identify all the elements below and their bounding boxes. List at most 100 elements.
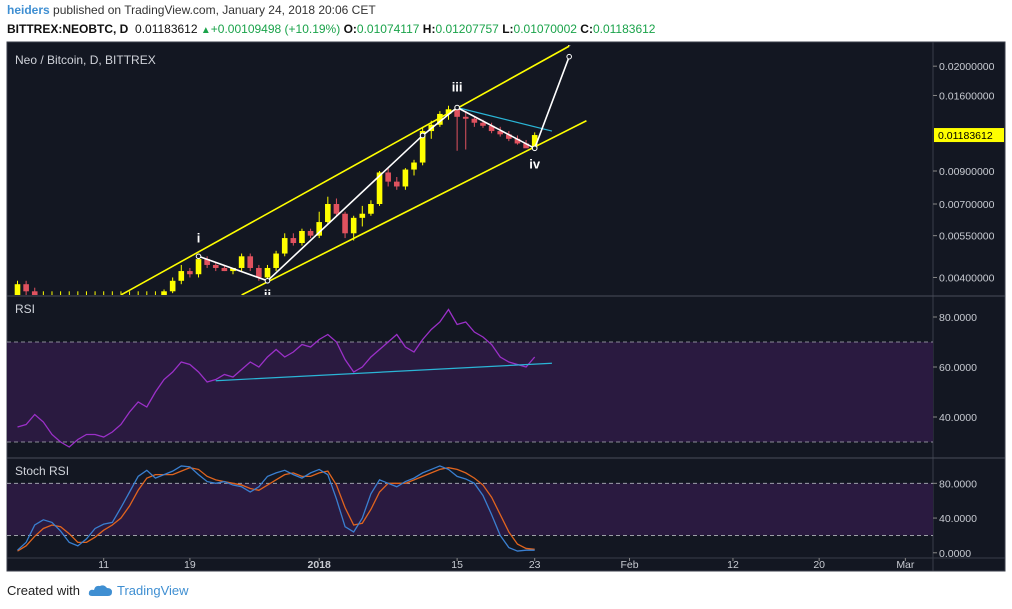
time-tick-label: 2018 bbox=[308, 559, 332, 571]
stoch-k-line bbox=[17, 465, 535, 552]
elliott-wave-label: ii bbox=[264, 287, 271, 302]
stoch-pane bbox=[7, 465, 933, 552]
candle-up bbox=[299, 230, 305, 244]
candle-up bbox=[273, 253, 279, 268]
author-name[interactable]: heiders bbox=[7, 3, 50, 17]
candle-up bbox=[281, 238, 288, 254]
high-value: 0.01207757 bbox=[435, 22, 499, 36]
candle-down bbox=[488, 125, 495, 132]
candle-up bbox=[350, 217, 357, 234]
candle-up bbox=[419, 131, 426, 163]
rsi-line bbox=[17, 308, 536, 448]
candle-down bbox=[290, 238, 297, 244]
candle-down bbox=[506, 134, 512, 139]
change-value: +0.00109498 (+10.19%) bbox=[210, 22, 341, 36]
publish-info: heiders published on TradingView.com, Ja… bbox=[7, 3, 376, 17]
candle-up bbox=[195, 259, 202, 275]
candle-up bbox=[161, 291, 167, 295]
high-label: H: bbox=[422, 22, 436, 36]
rsi-tick-label: 40.0000 bbox=[939, 412, 977, 424]
elliott-wave-label: iv bbox=[529, 156, 541, 171]
candle-up bbox=[402, 169, 409, 187]
symbol-label: BITTREX:NEOBTC, D bbox=[7, 22, 129, 36]
candle-up bbox=[445, 109, 452, 114]
open-value: 0.01074117 bbox=[356, 22, 420, 36]
stoch-tick-label: 80.0000 bbox=[939, 478, 977, 490]
candle-down bbox=[523, 143, 529, 149]
ohlc-bar: BITTREX:NEOBTC, D 0.01183612 ▲+0.0010949… bbox=[7, 22, 655, 36]
rsi-band bbox=[7, 342, 933, 442]
stoch-label: Stoch RSI bbox=[15, 464, 69, 478]
chart-area[interactable]: iiiiiiivvNeo / Bitcoin, D, BITTREX0.0200… bbox=[0, 40, 1012, 578]
rsi-tick-label: 80.0000 bbox=[939, 312, 977, 324]
rsi-trendline bbox=[215, 362, 552, 382]
wave-pivot bbox=[419, 132, 426, 139]
candle-down bbox=[221, 267, 228, 272]
time-tick-label: 19 bbox=[184, 559, 196, 571]
time-tick-label: Mar bbox=[896, 559, 915, 571]
candle-down bbox=[187, 271, 193, 275]
candle-down bbox=[23, 284, 29, 292]
time-tick-label: 11 bbox=[98, 559, 109, 571]
price-tick-label: 0.00400000 bbox=[939, 272, 995, 284]
candle-down bbox=[471, 118, 478, 123]
price-tick-label: 0.00700000 bbox=[939, 199, 995, 211]
candle-down bbox=[393, 181, 400, 187]
candle-down bbox=[256, 267, 262, 278]
candle-down bbox=[212, 264, 219, 268]
candle-up bbox=[316, 222, 322, 236]
time-tick-label: 15 bbox=[451, 559, 463, 571]
candle-down bbox=[31, 291, 38, 295]
time-tick-label: 20 bbox=[813, 559, 825, 571]
footer: Created with TradingView bbox=[7, 583, 189, 598]
candle-down bbox=[204, 259, 210, 265]
stoch-tick-label: 0.0000 bbox=[939, 548, 971, 560]
candle-up bbox=[230, 267, 236, 272]
elliott-wave-path bbox=[198, 56, 570, 282]
low-value: 0.01070002 bbox=[513, 22, 577, 36]
time-tick-label: Feb bbox=[620, 559, 638, 571]
candle-up bbox=[368, 203, 374, 214]
close-label: C: bbox=[580, 22, 593, 36]
price-value: 0.01183612 bbox=[135, 22, 198, 36]
candle-down bbox=[247, 256, 254, 268]
candle-up bbox=[325, 203, 331, 223]
candle-up bbox=[437, 113, 443, 125]
price-tick-label: 0.01600000 bbox=[939, 90, 995, 102]
rsi-tick-label: 60.0000 bbox=[939, 362, 977, 374]
elliott-wave-label: iii bbox=[452, 79, 463, 94]
candle-down bbox=[333, 203, 340, 214]
candle-down bbox=[514, 138, 521, 144]
tradingview-link[interactable]: TradingView bbox=[117, 583, 189, 598]
low-label: L: bbox=[502, 22, 514, 36]
published-text: published on TradingView.com, January 24… bbox=[53, 3, 376, 17]
rsi-label: RSI bbox=[15, 302, 35, 316]
channel-upper-line bbox=[120, 45, 570, 295]
chart-title: Neo / Bitcoin, D, BITTREX bbox=[15, 53, 156, 67]
candle-down bbox=[480, 122, 486, 126]
elliott-wave-label: v bbox=[566, 40, 574, 49]
close-value: 0.01183612 bbox=[592, 22, 656, 36]
time-tick-label: 12 bbox=[727, 559, 739, 571]
wave-pivot bbox=[454, 104, 460, 111]
price-tick-label: 0.00550000 bbox=[939, 231, 995, 243]
stoch-d-line bbox=[17, 467, 535, 552]
candle-up bbox=[411, 162, 417, 170]
candle-down bbox=[497, 131, 504, 135]
open-label: O: bbox=[343, 22, 357, 36]
price-pane: iiiiiiivv bbox=[14, 40, 587, 302]
candle-up bbox=[264, 267, 271, 278]
stoch-band bbox=[7, 483, 933, 536]
candle-down bbox=[342, 213, 348, 234]
price-tick-label: 0.02000000 bbox=[939, 61, 995, 73]
candle-up bbox=[14, 284, 21, 295]
channel-lower-line bbox=[241, 120, 587, 295]
price-tick-label: 0.00900000 bbox=[939, 166, 995, 178]
candle-down bbox=[454, 109, 460, 117]
candle-up bbox=[376, 172, 383, 204]
tradingview-logo-icon bbox=[88, 585, 112, 596]
elliott-wave-label: i bbox=[197, 230, 201, 245]
wave-pivot bbox=[264, 277, 271, 284]
stoch-tick-label: 40.0000 bbox=[939, 513, 977, 525]
wave-iv-trendline bbox=[456, 106, 553, 132]
